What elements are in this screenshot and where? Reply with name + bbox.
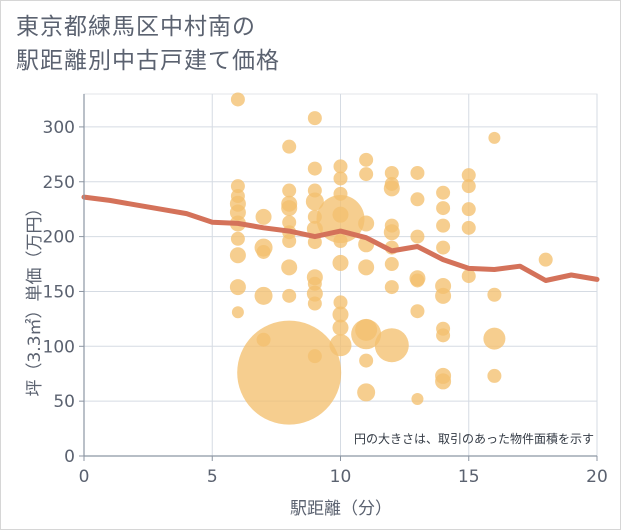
bubble-point [332,254,349,271]
bubble-point [333,295,348,310]
y-axis-title: 坪（3.3㎡）単価（万円） [25,199,45,396]
bubble-point [359,353,374,368]
bubble-point [282,288,297,303]
bubble-point [410,304,425,319]
bubble-point [483,327,506,350]
bubble-point [237,320,342,425]
y-tick-label: 100 [43,337,75,357]
bubble-point [487,368,502,383]
bubble-point [383,180,400,197]
y-tick-label: 200 [43,228,75,248]
bubble-point [333,233,348,248]
bubble-point [307,296,322,311]
chart-title-line-1: 東京都練馬区中村南の [16,14,256,40]
bubble-point [384,257,399,272]
y-tick-label: 150 [43,282,75,302]
bubble-point [254,286,273,305]
bubble-series [229,92,553,425]
bubble-point [488,131,501,144]
bubble-point [332,319,349,336]
bubble-point [383,224,400,241]
x-tick-label: 15 [458,467,480,487]
bubble-point [358,259,375,276]
y-tick-label: 0 [64,447,75,467]
bubble-point [358,215,375,232]
x-axis-title: 駅距離（分） [290,499,392,519]
bubble-point [316,195,365,244]
bubble-point [359,167,374,182]
bubble-point [384,165,399,180]
bubble-point [229,279,246,296]
x-tick-label: 0 [79,467,90,487]
bubble-point [329,334,352,357]
bubble-point [306,285,323,302]
bubble-point [307,111,322,126]
bubble-point [333,159,348,174]
bubble-point [256,244,271,259]
bubble-point [487,287,502,302]
chart-title-line-2: 駅距離別中古戸建て価格 [16,48,280,74]
trend-line-series [81,194,600,283]
bubble-point [435,287,452,304]
bubble-point [332,306,349,323]
bubble-point [231,306,244,319]
bubble-point [307,161,322,176]
bubble-point [307,349,322,364]
bubble-point [410,273,425,288]
bubble-point [436,218,451,233]
bubble-point [305,192,324,211]
bubble-point [436,328,451,343]
bubble-point [282,139,297,154]
bubble-point [307,235,322,250]
y-tick-label: 50 [53,392,75,412]
bubble-point [435,373,452,390]
grid-lines [83,93,598,457]
trend-line [81,194,600,283]
bubble-point [538,252,553,267]
bubble-point [461,220,476,235]
bubble-point [411,392,424,405]
chart-note: 円の大きさは、取引のあった物件面積を示す [354,431,594,446]
bubble-point [230,179,245,194]
y-tick-label: 300 [43,118,75,138]
bubble-point [357,383,376,402]
bubble-point [333,171,348,186]
bubble-point [230,92,245,107]
bubble-point [461,179,476,194]
bubble-point [384,280,399,295]
chart-title: 東京都練馬区中村南の 駅距離別中古戸建て価格 [16,10,280,78]
bubble-point [461,269,476,284]
x-tick-label: 20 [586,467,608,487]
bubble-point [282,183,297,198]
bubble-point [282,215,297,230]
bubble-point [255,208,272,225]
bubble-point [230,231,245,246]
bubble-point [229,247,246,264]
bubble-point [436,240,451,255]
bubble-point [359,152,374,167]
y-tick-label: 250 [43,173,75,193]
bubble-point [410,192,425,207]
x-tick-label: 5 [207,467,218,487]
bubble-point [374,328,409,363]
axes: 0 50 100 150 200 250 300 0 5 10 15 20 [43,94,608,487]
bubble-point [410,165,425,180]
bubble-point [461,202,476,217]
bubble-point [410,229,425,244]
x-tick-label: 10 [330,467,352,487]
bubble-point [281,200,298,217]
bubble-point [436,201,451,216]
bubble-point [229,204,246,221]
bubble-point [281,259,298,276]
bubble-point [461,168,476,183]
bubble-point [436,185,451,200]
bubble-point [282,233,297,248]
bubble-point [351,319,382,350]
